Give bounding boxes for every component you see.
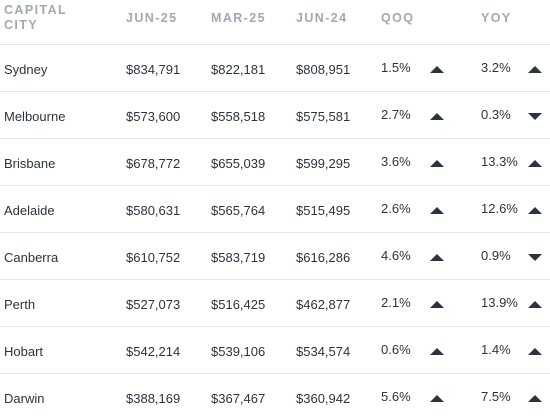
yoy-cell: 0.3% [481, 107, 511, 122]
triangle-up-icon [430, 207, 444, 214]
mar-25-cell: $583,719 [211, 250, 266, 265]
qoq-cell: 2.7% [381, 107, 411, 122]
yoy-cell: 7.5% [481, 389, 511, 404]
triangle-up-icon [430, 254, 444, 261]
jun-25-cell: $678,772 [126, 156, 181, 171]
table-row: Adelaide $580,631 $565,764 $515,495 2.6% 12.6… [0, 186, 550, 233]
mar-25-cell: $558,518 [211, 109, 266, 124]
triangle-up-icon [528, 160, 542, 167]
jun-25-cell: $527,073 [126, 297, 181, 312]
triangle-up-icon [430, 160, 444, 167]
table-row: Perth $527,073 $516,425 $462,877 2.1% 13.9% [0, 280, 550, 327]
table-row: Sydney $834,791 $822,181 $808,951 1.5% 3.2% [0, 45, 550, 92]
triangle-down-icon [528, 113, 542, 120]
jun-25-cell: $573,600 [126, 109, 181, 124]
table-body: Sydney $834,791 $822,181 $808,951 1.5% 3.2% Me… [0, 45, 550, 420]
jun-24-cell: $575,581 [296, 109, 351, 124]
mar-25-cell: $516,425 [211, 297, 266, 312]
qoq-cell: 5.6% [381, 389, 411, 404]
table-row: Canberra $610,752 $583,719 $616,286 4.6% 0.9% [0, 233, 550, 280]
yoy-cell: 0.9% [481, 248, 511, 263]
yoy-cell: 3.2% [481, 60, 511, 75]
jun-24-cell: $360,942 [296, 391, 351, 406]
qoq-cell: 2.6% [381, 201, 411, 216]
jun-24-cell: $534,574 [296, 344, 351, 359]
header-mar-25[interactable]: MAR-25 [211, 11, 266, 25]
triangle-up-icon [528, 66, 542, 73]
table-row: Darwin $388,169 $367,467 $360,942 5.6% 7.5% [0, 374, 550, 420]
yoy-cell: 13.3% [481, 154, 518, 169]
yoy-cell: 13.9% [481, 295, 518, 310]
triangle-up-icon [528, 301, 542, 308]
city-cell: Hobart [4, 344, 44, 359]
city-cell: Melbourne [4, 109, 66, 124]
triangle-up-icon [430, 66, 444, 73]
qoq-cell: 1.5% [381, 60, 411, 75]
yoy-cell: 1.4% [481, 342, 511, 357]
header-qoq[interactable]: QOQ [381, 11, 415, 25]
qoq-cell: 3.6% [381, 154, 411, 169]
triangle-up-icon [430, 395, 444, 402]
qoq-cell: 0.6% [381, 342, 411, 357]
table-header: CAPITAL CITY JUN-25 MAR-25 JUN-24 QOQ YO… [0, 0, 550, 45]
city-cell: Brisbane [4, 156, 56, 171]
jun-25-cell: $580,631 [126, 203, 181, 218]
table-row: Hobart $542,214 $539,106 $534,574 0.6% 1.4% [0, 327, 550, 374]
triangle-up-icon [528, 348, 542, 355]
triangle-up-icon [430, 113, 444, 120]
city-cell: Darwin [4, 391, 45, 406]
city-cell: Canberra [4, 250, 59, 265]
mar-25-cell: $565,764 [211, 203, 266, 218]
jun-25-cell: $834,791 [126, 62, 181, 77]
triangle-up-icon [528, 207, 542, 214]
city-cell: Sydney [4, 62, 48, 77]
jun-24-cell: $515,495 [296, 203, 351, 218]
jun-24-cell: $462,877 [296, 297, 351, 312]
triangle-up-icon [528, 395, 542, 402]
table-row: Brisbane $678,772 $655,039 $599,295 3.6% 13.3… [0, 139, 550, 186]
jun-25-cell: $542,214 [126, 344, 181, 359]
jun-24-cell: $616,286 [296, 250, 351, 265]
mar-25-cell: $655,039 [211, 156, 266, 171]
yoy-cell: 12.6% [481, 201, 518, 216]
jun-25-cell: $388,169 [126, 391, 181, 406]
city-cell: Adelaide [4, 203, 55, 218]
qoq-cell: 4.6% [381, 248, 411, 263]
header-yoy[interactable]: YOY [481, 11, 512, 25]
mar-25-cell: $539,106 [211, 344, 266, 359]
header-jun-24[interactable]: JUN-24 [296, 11, 348, 25]
qoq-cell: 2.1% [381, 295, 411, 310]
mar-25-cell: $822,181 [211, 62, 266, 77]
jun-25-cell: $610,752 [126, 250, 181, 265]
city-cell: Perth [4, 297, 36, 312]
mar-25-cell: $367,467 [211, 391, 266, 406]
triangle-up-icon [430, 348, 444, 355]
jun-24-cell: $808,951 [296, 62, 351, 77]
jun-24-cell: $599,295 [296, 156, 351, 171]
header-capital-city[interactable]: CAPITAL CITY [4, 3, 67, 32]
triangle-down-icon [528, 254, 542, 261]
triangle-up-icon [430, 301, 444, 308]
header-jun-25[interactable]: JUN-25 [126, 11, 178, 25]
table-row: Melbourne $573,600 $558,518 $575,581 2.7% 0.3… [0, 92, 550, 139]
